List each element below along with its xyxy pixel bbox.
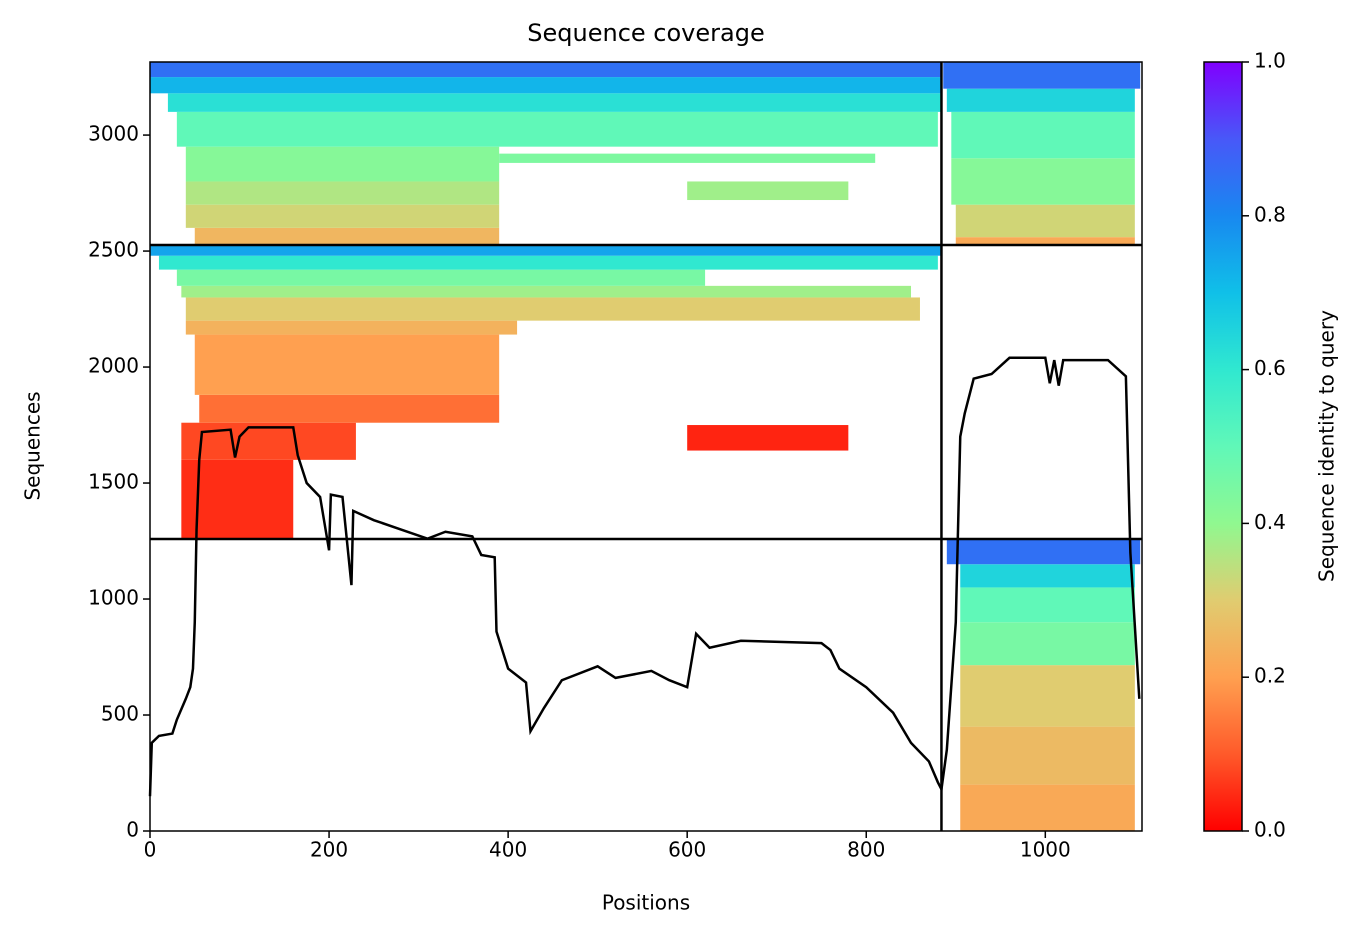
y-tick-label: 0 — [126, 818, 139, 842]
coverage-block — [181, 422, 356, 460]
y-tick-label: 1000 — [88, 586, 139, 610]
y-axis-label: Sequences — [21, 391, 45, 500]
coverage-line — [148, 356, 1141, 797]
coverage-block — [194, 334, 500, 395]
y-tick-label: 1500 — [88, 470, 139, 494]
coverage-block — [960, 587, 1135, 623]
x-tick-label: 200 — [310, 838, 348, 862]
coverage-block — [150, 62, 942, 78]
coverage-block — [960, 665, 1135, 727]
coverage-block — [960, 622, 1135, 666]
coverage-block — [150, 245, 942, 256]
y-tick-label: 2000 — [88, 354, 139, 378]
colorbar — [1203, 61, 1243, 832]
coverage-block — [955, 204, 1135, 238]
coverage-block — [158, 255, 938, 270]
coverage-block — [946, 538, 1141, 565]
colorbar-tick-label: 1.0 — [1254, 49, 1286, 73]
coverage-block — [194, 227, 500, 246]
chart-title: Sequence coverage — [527, 19, 764, 47]
colorbar-tick-label: 0.8 — [1254, 202, 1286, 226]
y-tick-label: 3000 — [88, 122, 139, 146]
colorbar-tick-label: 0.4 — [1254, 510, 1286, 534]
y-tick-label: 2500 — [88, 238, 139, 262]
coverage-block — [499, 153, 876, 163]
x-tick-label: 600 — [668, 838, 706, 862]
colorbar-tick-label: 0.2 — [1254, 664, 1286, 688]
coverage-block — [176, 269, 706, 286]
coverage-block — [960, 784, 1135, 831]
coverage-block — [951, 111, 1135, 159]
coverage-block — [960, 726, 1135, 785]
coverage-block — [185, 146, 500, 182]
x-tick-label: 400 — [489, 838, 527, 862]
coverage-block — [167, 93, 942, 112]
x-tick-label: 0 — [144, 838, 157, 862]
x-tick-label: 800 — [847, 838, 885, 862]
colorbar-tick-label: 0.6 — [1254, 356, 1286, 380]
coverage-block — [181, 459, 294, 539]
colorbar-label: Sequence identity to query — [1315, 310, 1339, 582]
coverage-block — [176, 111, 938, 147]
coverage-block — [185, 297, 920, 321]
coverage-block — [687, 181, 849, 201]
coverage-block — [955, 237, 1135, 246]
coverage-block — [185, 204, 500, 228]
coverage-block — [946, 88, 1135, 112]
coverage-block — [943, 62, 1141, 89]
coverage-block — [185, 181, 500, 205]
coverage-block — [951, 158, 1135, 205]
y-tick-label: 500 — [101, 702, 139, 726]
coverage-block — [185, 320, 518, 335]
plot-frame — [149, 61, 1143, 832]
coverage-block — [960, 564, 1135, 588]
coverage-block — [181, 285, 912, 298]
x-axis-label: Positions — [602, 891, 690, 915]
coverage-block — [199, 394, 500, 423]
x-tick-label: 1000 — [1020, 838, 1071, 862]
coverage-block — [687, 425, 849, 451]
colorbar-tick-label: 0.0 — [1254, 818, 1286, 842]
coverage-block — [150, 77, 942, 94]
